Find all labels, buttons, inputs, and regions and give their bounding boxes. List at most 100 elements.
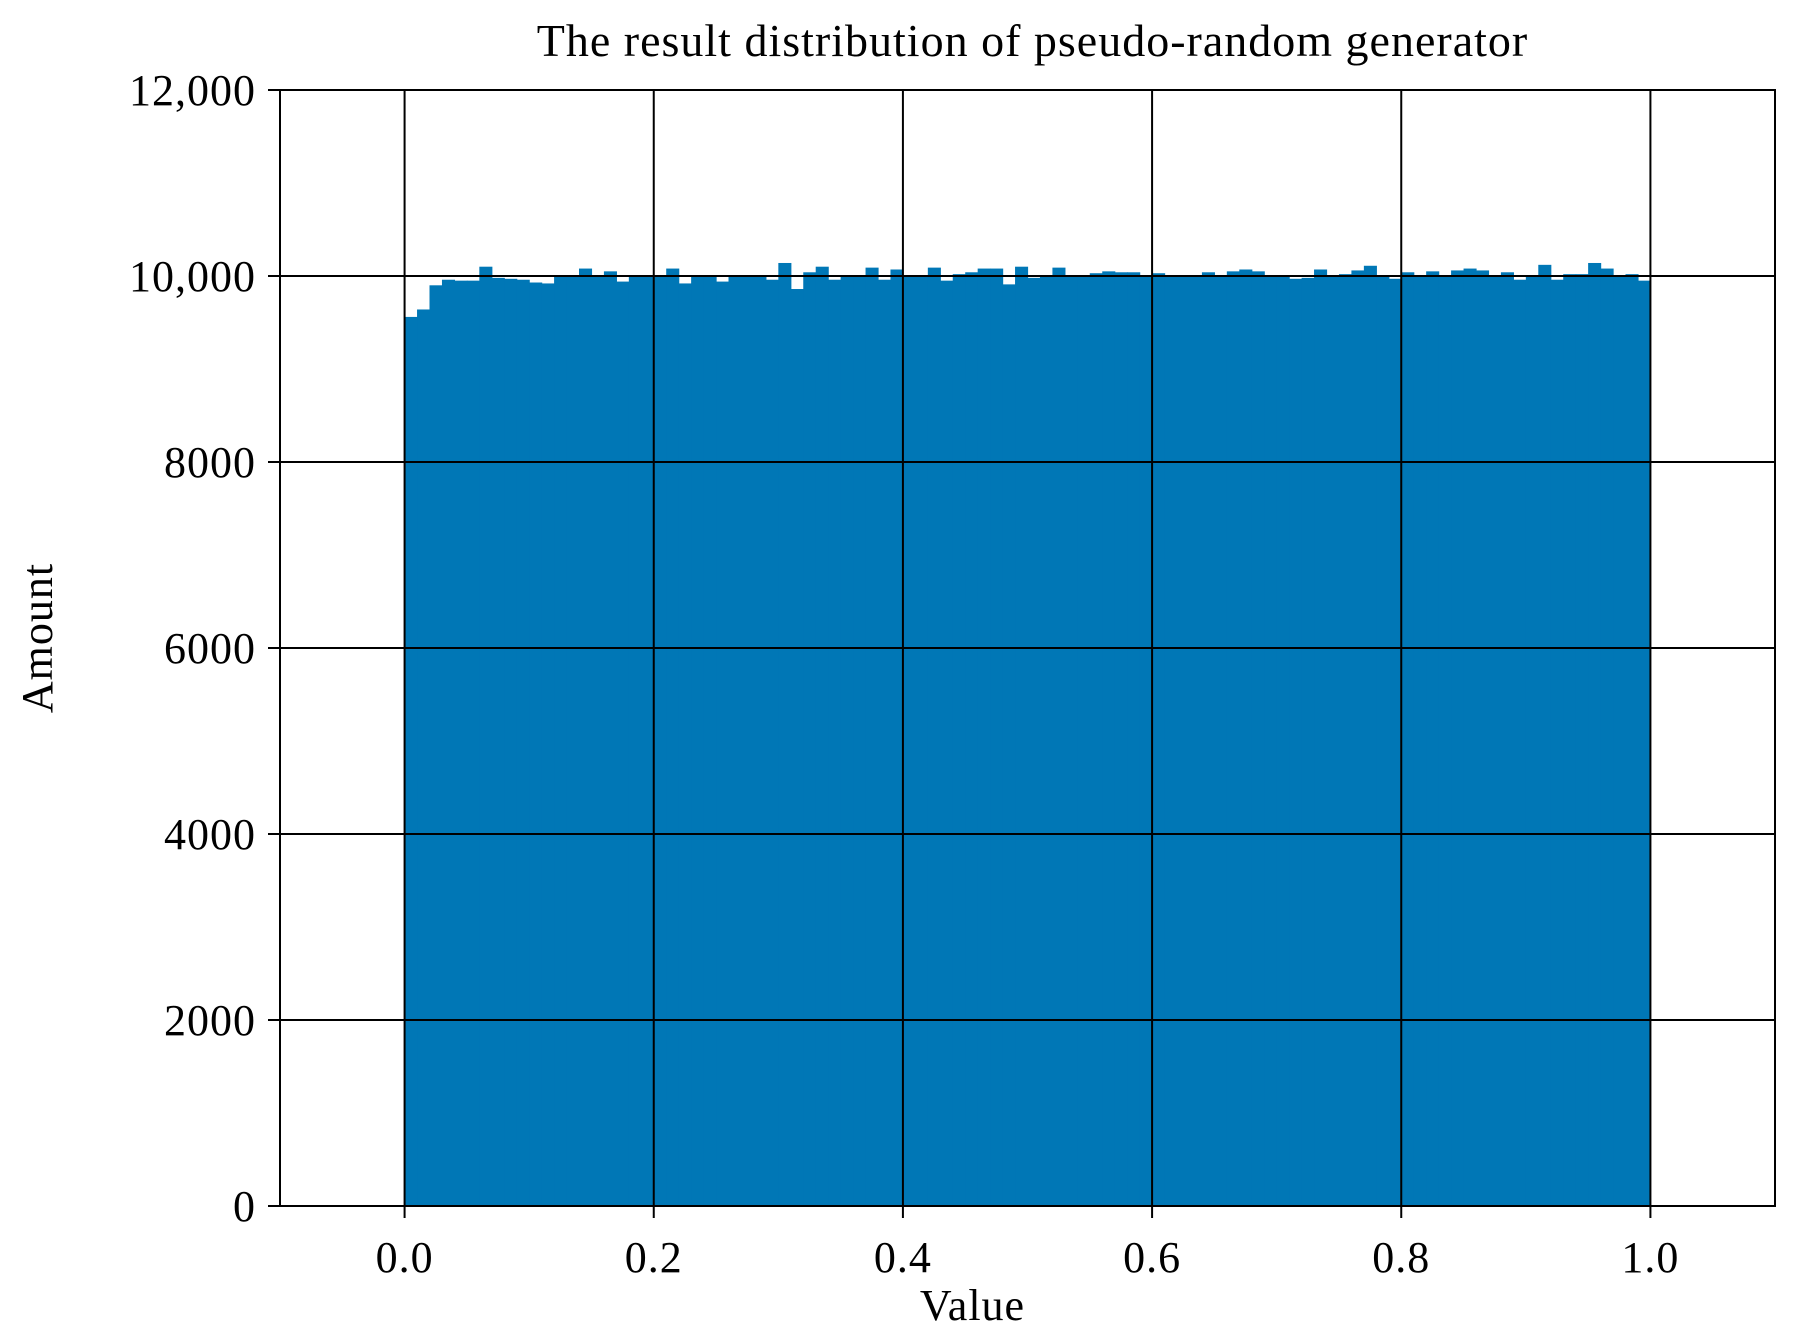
histogram-bar — [1139, 276, 1153, 1206]
histogram-bar — [890, 269, 904, 1206]
histogram-bar — [666, 268, 680, 1206]
histogram-bar — [1027, 277, 1041, 1206]
histogram-bar — [1326, 276, 1340, 1206]
histogram-bar — [1500, 272, 1514, 1206]
histogram-bar — [603, 271, 617, 1207]
histogram-bar — [454, 280, 468, 1206]
histogram-bar — [441, 279, 456, 1207]
histogram-bar — [1164, 276, 1178, 1206]
histogram-bar — [1214, 276, 1228, 1206]
y-tick-label: 6000 — [164, 624, 256, 673]
histogram-bar — [628, 276, 642, 1206]
histogram-bar — [429, 285, 443, 1206]
histogram-bar — [1189, 276, 1203, 1206]
histogram-bar — [554, 276, 568, 1206]
histogram-bar — [765, 279, 779, 1207]
histogram-bar — [1451, 270, 1465, 1206]
histogram-bar — [965, 272, 979, 1206]
histogram-bar — [915, 276, 929, 1206]
x-axis-ticks: 0.0 0.2 0.4 0.6 0.8 1.0 — [376, 1206, 1679, 1282]
x-axis-label: Value — [920, 1281, 1025, 1330]
histogram-bar — [878, 279, 892, 1207]
histogram-bar — [491, 277, 505, 1206]
histogram-bar — [1226, 271, 1240, 1207]
histogram-bar — [1064, 275, 1078, 1206]
chart-title: The result distribution of pseudo-random… — [537, 15, 1528, 66]
histogram-bar — [1052, 267, 1066, 1206]
y-tick-label: 10,000 — [129, 252, 256, 301]
histogram-bar — [1301, 277, 1315, 1206]
histogram-bar — [828, 279, 842, 1207]
histogram-bar — [1177, 275, 1191, 1206]
histogram-bar — [1127, 272, 1141, 1206]
histogram-bar — [840, 276, 854, 1206]
histogram-bar — [479, 266, 493, 1206]
histogram-bar — [790, 289, 804, 1206]
x-tick-label: 0.0 — [376, 1233, 434, 1282]
histogram-bar — [1575, 274, 1589, 1206]
histogram-bar — [1388, 278, 1402, 1206]
histogram-bar — [1239, 269, 1253, 1206]
histogram-bar — [1039, 276, 1054, 1206]
histogram-bar — [865, 267, 879, 1206]
histogram-bar — [1201, 272, 1215, 1206]
histogram-bar — [678, 283, 692, 1206]
histogram-bar — [1463, 268, 1477, 1206]
histogram-bar — [977, 268, 991, 1206]
histogram-bar — [716, 281, 730, 1207]
x-tick-label: 0.4 — [874, 1233, 932, 1282]
histogram-bar — [1513, 279, 1527, 1207]
histogram-bar — [417, 309, 431, 1207]
histogram-bar — [1613, 276, 1627, 1206]
histogram-bar — [703, 275, 717, 1206]
histogram-bar — [1289, 278, 1303, 1206]
histogram-bar — [1114, 272, 1128, 1206]
histogram-bar — [1588, 262, 1602, 1207]
histogram-bar — [1426, 271, 1440, 1207]
histogram-bar — [616, 281, 630, 1207]
histogram-bar — [1625, 274, 1639, 1206]
y-tick-label: 2000 — [164, 996, 256, 1045]
histogram-bar — [1251, 271, 1265, 1207]
histogram-bar — [753, 276, 767, 1206]
histogram-bar — [1102, 271, 1116, 1207]
histogram-bar — [653, 276, 667, 1206]
histogram-bar — [404, 316, 418, 1206]
histogram-bar — [940, 280, 954, 1206]
histogram-bar — [1525, 275, 1539, 1206]
y-tick-label: 0 — [233, 1182, 256, 1231]
histogram-bar — [1401, 272, 1415, 1206]
x-tick-label: 1.0 — [1621, 1233, 1679, 1282]
histogram-bar — [1363, 265, 1377, 1206]
histogram-bar — [778, 262, 792, 1207]
histogram-bar — [591, 276, 605, 1206]
x-tick-label: 0.2 — [625, 1233, 683, 1282]
histogram-bar — [466, 280, 480, 1206]
x-tick-label: 0.8 — [1372, 1233, 1430, 1282]
histogram-bar — [927, 267, 941, 1206]
histogram-bar — [1538, 264, 1552, 1207]
histogram-bar — [1264, 276, 1278, 1206]
histogram-bar — [1314, 269, 1328, 1206]
histogram-bar — [504, 278, 518, 1206]
histogram-bar — [803, 272, 817, 1206]
histogram-bar — [1015, 266, 1029, 1206]
histogram-bar — [516, 279, 530, 1207]
histogram-bar — [1637, 280, 1652, 1206]
histogram-bar — [990, 268, 1004, 1206]
histogram-bar — [1476, 270, 1490, 1206]
histogram-bar — [952, 274, 966, 1206]
grid-lines — [280, 89, 1775, 1207]
histogram-bar — [1152, 273, 1166, 1207]
histogram-bar — [1438, 276, 1452, 1206]
histogram-bar — [1376, 276, 1390, 1206]
histogram-bar — [529, 282, 543, 1206]
histogram-bar — [1600, 268, 1614, 1206]
histogram-bar — [1413, 275, 1427, 1206]
x-tick-label: 0.6 — [1123, 1233, 1181, 1282]
histogram-bar — [1276, 276, 1290, 1206]
y-axis-ticks: 0 2000 4000 6000 8000 10,000 12,000 — [129, 66, 280, 1231]
y-axis-label: Amount — [13, 563, 62, 713]
histogram-bar — [579, 268, 593, 1206]
